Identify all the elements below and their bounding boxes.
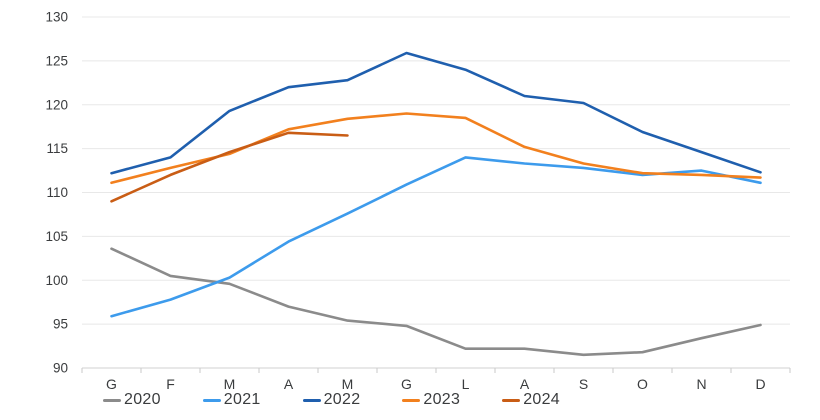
y-tick-label: 100 — [45, 273, 68, 288]
legend-swatch-2024 — [502, 398, 521, 402]
legend-swatch-2023 — [402, 398, 421, 402]
legend-item-2023[interactable]: 2023 — [402, 391, 460, 409]
legend-label: 2021 — [223, 391, 261, 408]
series-line-2024 — [110, 131, 349, 203]
x-tick-label: M — [224, 376, 236, 392]
y-tick-label: 120 — [45, 97, 68, 112]
x-tick-label: A — [284, 376, 294, 392]
legend-label: 2022 — [323, 391, 361, 408]
y-tick-label: 90 — [53, 361, 68, 376]
x-tick-label: D — [755, 376, 765, 392]
y-tick-label: 115 — [46, 141, 68, 156]
legend-label: 2023 — [423, 391, 461, 408]
x-tick-label: A — [520, 376, 530, 392]
x-tick-label: L — [462, 376, 470, 392]
legend-label: 2024 — [523, 391, 560, 408]
legend-item-2022[interactable]: 2022 — [302, 391, 361, 409]
series-line-2020 — [110, 247, 762, 357]
legend: 2020 2021 2022 2023 2024 — [103, 391, 560, 409]
x-tick-label: S — [579, 376, 588, 392]
y-tick-label: 130 — [45, 10, 68, 25]
legend-swatch-2022 — [302, 398, 321, 402]
x-tick-label: N — [696, 376, 706, 392]
y-tick-label: 95 — [53, 317, 68, 332]
x-tick-label: F — [166, 376, 175, 392]
legend-item-2021[interactable]: 2021 — [202, 391, 261, 409]
x-tick-label: G — [401, 376, 412, 392]
legend-swatch-2020 — [103, 398, 121, 402]
legend-label: 2020 — [124, 391, 161, 408]
legend-item-2020[interactable]: 2020 — [103, 391, 161, 409]
y-tick-label: 125 — [45, 53, 68, 68]
legend-item-2024[interactable]: 2024 — [502, 391, 560, 409]
x-tick-label: O — [637, 376, 648, 392]
y-tick-label: 110 — [46, 185, 68, 200]
x-tick-label: M — [342, 376, 354, 392]
x-tick-label: G — [106, 376, 117, 392]
y-tick-label: 105 — [45, 229, 68, 244]
legend-swatch-2021 — [202, 398, 221, 402]
series-line-2022 — [110, 51, 762, 175]
